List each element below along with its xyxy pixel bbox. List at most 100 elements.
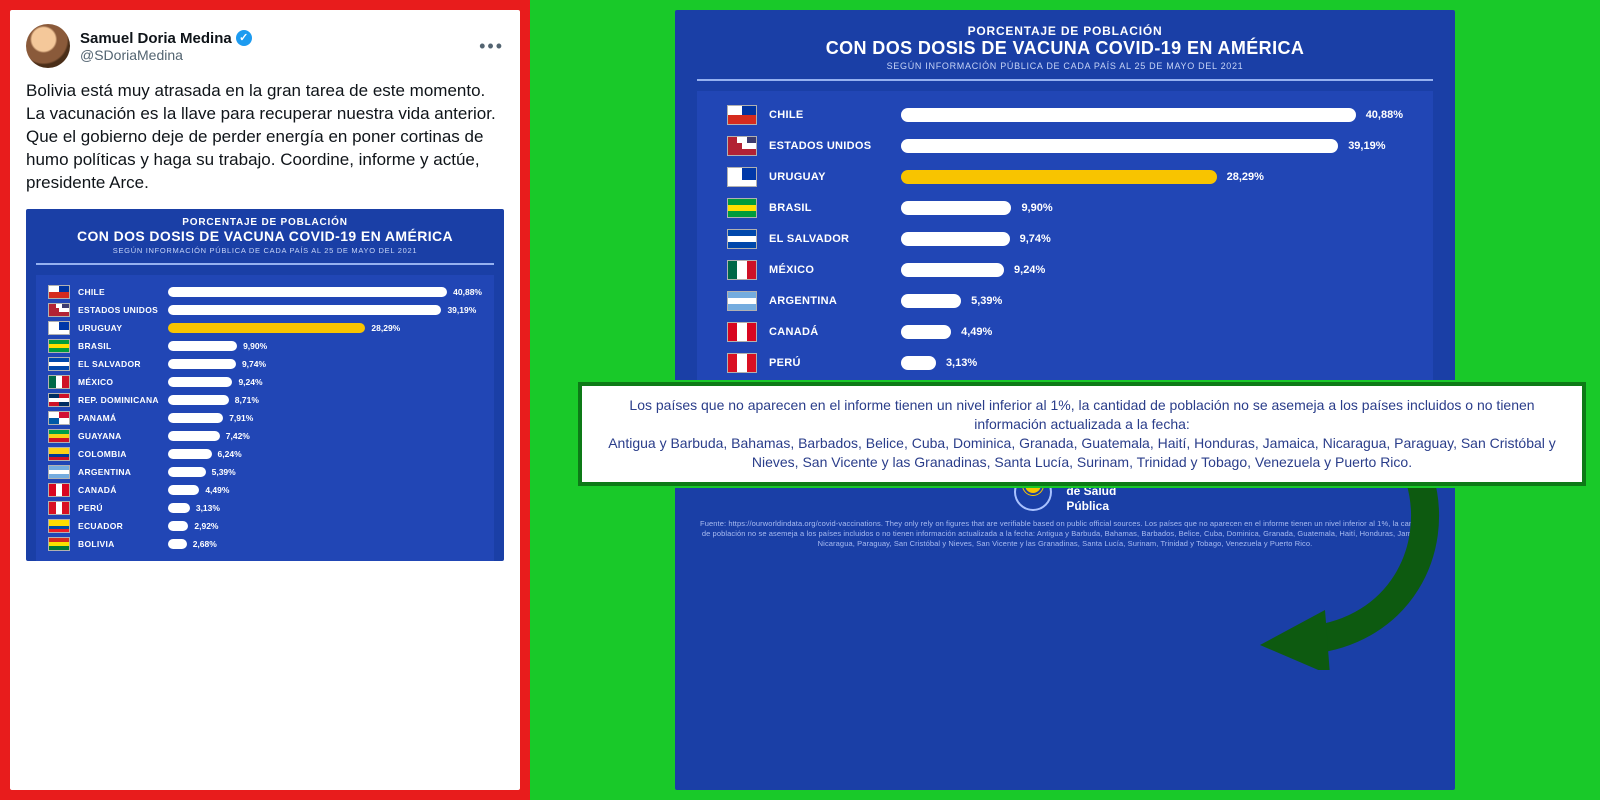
bar [901,139,1338,153]
bar-value: 28,29% [1227,171,1264,183]
chart-row: CHILE 40,88% [727,105,1403,125]
bar-track: 9,24% [901,263,1403,277]
bar [168,431,220,441]
chart-row: COLOMBIA6,24% [48,447,482,461]
country-name: URUGUAY [769,171,889,183]
country-name: ARGENTINA [769,295,889,307]
chart-row: ARGENTINA 5,39% [48,465,482,479]
country-name: BOLIVIA [78,539,160,549]
bar [168,449,212,459]
chart-row: BRASIL9,90% [727,198,1403,218]
country-name: PANAMÁ [78,413,160,423]
country-name: BRASIL [769,202,889,214]
bar-track: 2,68% [168,539,482,549]
bar-track: 3,13% [168,503,482,513]
bar-track: 5,39% [901,294,1403,308]
verified-icon: ✓ [236,30,252,46]
bar [901,356,936,370]
bar-value: 9,24% [1014,264,1045,276]
country-name: REP. DOMINICANA [78,395,160,405]
bar-track: 2,92% [168,521,482,531]
embedded-infographic: PORCENTAJE DE POBLACIÓN CON DOS DOSIS DE… [26,209,504,561]
chart-row: BRASIL9,90% [48,339,482,353]
ig-small-title: CON DOS DOSIS DE VACUNA COVID-19 EN AMÉR… [36,228,494,244]
avatar [26,24,70,68]
bar [168,395,229,405]
bar-track: 39,19% [901,139,1403,153]
bar-value: 3,13% [196,503,220,513]
bar-track: 28,29% [168,323,482,333]
left-red-panel: Samuel Doria Medina ✓ @SDoriaMedina ••• … [0,0,530,800]
tweet-card: Samuel Doria Medina ✓ @SDoriaMedina ••• … [10,10,520,790]
ig-big-title: CON DOS DOSIS DE VACUNA COVID-19 EN AMÉR… [697,38,1433,59]
chart-row: MÉXICO 9,24% [48,375,482,389]
bar [901,170,1217,184]
bar [168,503,190,513]
bar-value: 4,49% [205,485,229,495]
chart-row: ARGENTINA 5,39% [727,291,1403,311]
country-name: CANADÁ [78,485,160,495]
bar-value: 3,13% [946,357,977,369]
bar-track: 9,24% [168,377,482,387]
arrow-icon [1250,470,1450,670]
bar-value: 40,88% [1366,109,1403,121]
bar-track: 39,19% [168,305,482,315]
country-name: EL SALVADOR [78,359,160,369]
chart-row: GUAYANA 7,42% [48,429,482,443]
bar-track: 7,42% [168,431,482,441]
bar-value: 5,39% [212,467,236,477]
bar-value: 6,24% [218,449,242,459]
chart-row: CHILE40,88% [48,285,482,299]
bar-value: 40,88% [453,287,482,297]
bar [168,539,187,549]
tweet-author-handle: @SDoriaMedina [80,47,252,63]
bar-track: 40,88% [168,287,482,297]
bar-track: 9,90% [168,341,482,351]
chart-row: PERÚ3,13% [727,353,1403,373]
chart-row: URUGUAY28,29% [48,321,482,335]
callout-line2: Antigua y Barbuda, Bahamas, Barbados, Be… [596,434,1568,472]
chart-row: ESTADOS UNIDOS 39,19% [727,136,1403,156]
ig-small-suptitle: PORCENTAJE DE POBLACIÓN [36,217,494,228]
bar-track: 4,49% [901,325,1403,339]
country-name: ARGENTINA [78,467,160,477]
right-green-panel: PORCENTAJE DE POBLACIÓN CON DOS DOSIS DE… [530,0,1600,800]
bar-value: 9,24% [238,377,262,387]
bar [901,325,951,339]
chart-row: MÉXICO9,24% [727,260,1403,280]
bar-value: 28,29% [371,323,400,333]
ig-small-body: CHILE40,88% ESTADOS UNIDOS39,19% URUGUAY28… [36,275,494,561]
tweet-header: Samuel Doria Medina ✓ @SDoriaMedina ••• [26,24,504,68]
bar [901,232,1010,246]
bar-value: 9,90% [243,341,267,351]
bar-track: 4,49% [168,485,482,495]
bar-track: 40,88% [901,108,1403,122]
chart-row: ESTADOS UNIDOS39,19% [48,303,482,317]
callout-box: Los países que no aparecen en el informe… [578,382,1586,486]
chart-row: EL SALVADOR9,74% [48,357,482,371]
bar [168,305,441,315]
bar [168,341,237,351]
bar [168,467,206,477]
bar-track: 8,71% [168,395,482,405]
more-icon[interactable]: ••• [479,36,504,57]
country-name: PERÚ [78,503,160,513]
country-name: CHILE [769,109,889,121]
country-name: GUAYANA [78,431,160,441]
country-name: CANADÁ [769,326,889,338]
chart-row: PERÚ 3,13% [48,501,482,515]
bar-value: 2,68% [193,539,217,549]
chart-row: URUGUAY 28,29% [727,167,1403,187]
country-name: ESTADOS UNIDOS [769,140,889,152]
bar [168,359,236,369]
bar-value: 7,42% [226,431,250,441]
bar-track: 9,74% [901,232,1403,246]
bar-value: 39,19% [1348,140,1385,152]
chart-row: PANAMÁ7,91% [48,411,482,425]
chart-row: ECUADOR2,92% [48,519,482,533]
country-name: MÉXICO [78,377,160,387]
bar [168,377,232,387]
bar-value: 2,92% [194,521,218,531]
bar-track: 3,13% [901,356,1403,370]
bar [901,294,961,308]
